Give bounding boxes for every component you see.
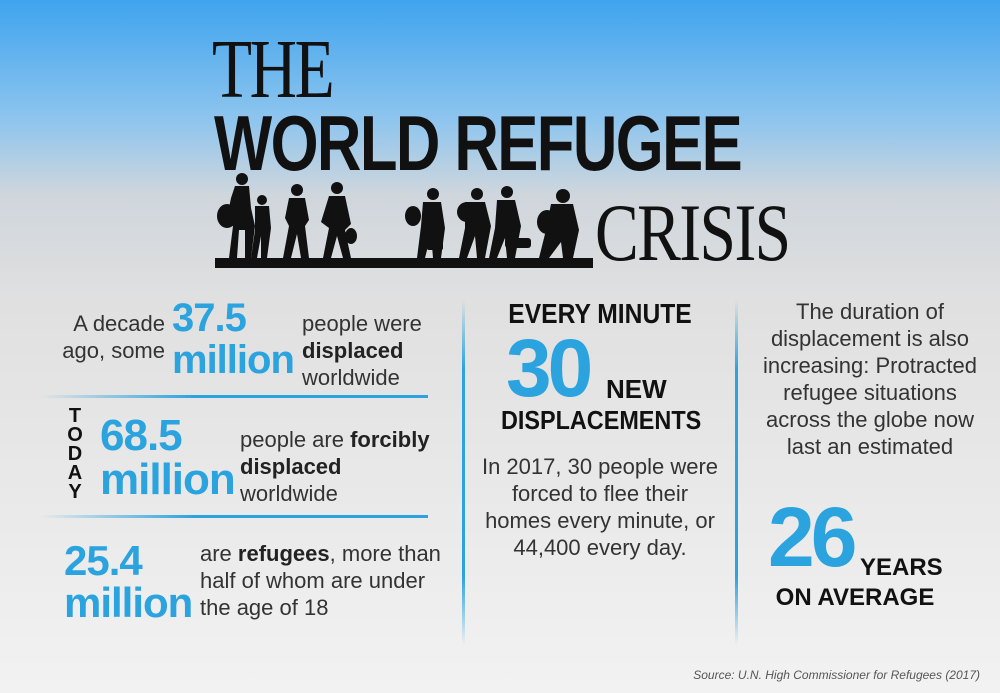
today-description: people are forcibly displaced worldwide <box>240 427 430 506</box>
years-label: YEARS <box>860 554 943 581</box>
today-vertical-label: T O D A Y <box>67 405 83 503</box>
divider-horizontal-1 <box>40 395 428 398</box>
decade-ago-text: A decade ago, some <box>62 311 165 363</box>
every-minute-heading: EVERY MINUTE <box>508 298 692 329</box>
displacements-label: DISPLACEMENTS <box>501 405 702 435</box>
on-average-label: ON AVERAGE <box>775 584 935 611</box>
title-line-world-refugee: WORLD REFUGEE <box>214 99 743 187</box>
stat-37-5: 37.5 <box>172 296 247 340</box>
refugees-description: are refugees, more than half of whom are… <box>200 541 441 620</box>
stat-68-5: 68.5 <box>100 411 183 460</box>
title-line-crisis: CRISIS <box>595 187 791 278</box>
stat-25-4: 25.4 <box>64 537 143 584</box>
title-line-the: THE <box>212 23 335 116</box>
stat-30: 30 <box>506 323 593 414</box>
every-minute-description: In 2017, 30 people were forced to flee t… <box>481 454 719 560</box>
stat-68-5-unit: million <box>100 455 236 504</box>
stat-25-4-unit: million <box>64 579 193 626</box>
decade-ago-description: people were displaced worldwide <box>302 311 422 390</box>
divider-vertical-left <box>462 300 465 645</box>
new-label: NEW <box>606 374 667 404</box>
source-citation: Source: U.N. High Commissioner for Refug… <box>693 668 980 682</box>
refugee-silhouettes-illustration <box>215 173 593 268</box>
stat-37-5-unit: million <box>172 338 295 382</box>
stat-26: 26 <box>768 490 857 584</box>
divider-horizontal-2 <box>40 515 428 518</box>
divider-vertical-right <box>735 300 738 645</box>
duration-description: The duration of displacement is also inc… <box>763 299 977 459</box>
